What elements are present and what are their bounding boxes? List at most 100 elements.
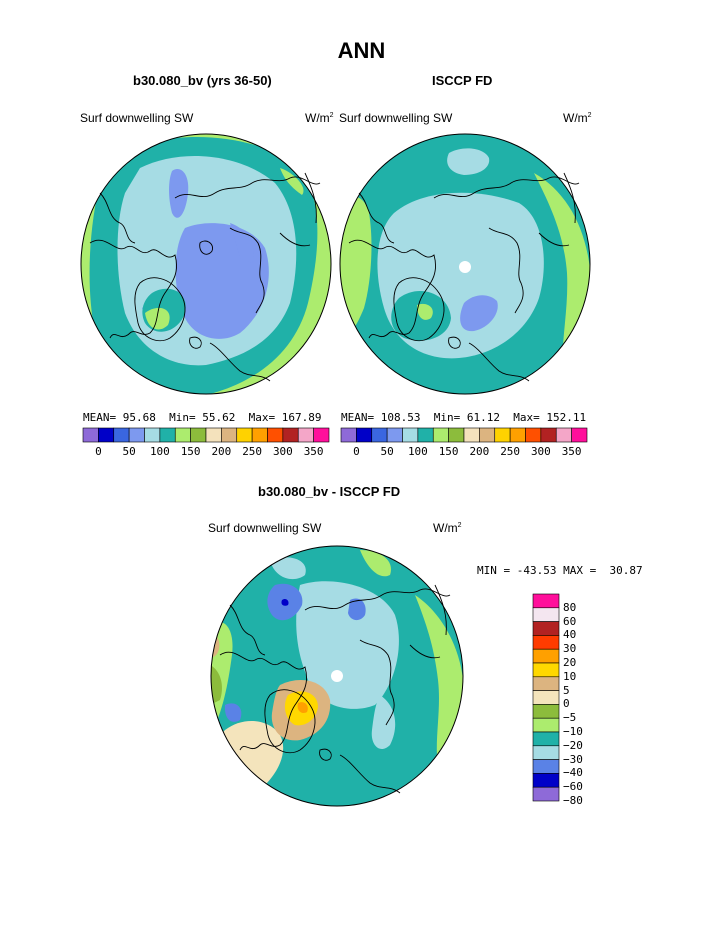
panel1-colorbar	[82, 427, 330, 443]
diff-colorbar-labels: 80 60 40 30 20 10 5 0 −5 −10 −20 −30 −40 −60 −80	[563, 594, 603, 807]
panel1-colorbar-swatch	[82, 427, 99, 443]
diff-colorbar-swatch	[532, 690, 560, 705]
diff-colorbar-label: −40	[563, 766, 583, 780]
panel1-colorbar-tick-label: 0	[95, 445, 102, 458]
diff-colorbar-swatch	[532, 593, 560, 609]
panel2-colorbar-tick-label: 50	[380, 445, 394, 458]
diff-colorbar-swatch	[532, 635, 560, 650]
panel2-colorbar-swatch	[494, 427, 511, 443]
panel2-band-outer-green	[340, 196, 372, 337]
diff-title: b30.080_bv - ISCCP FD	[258, 484, 401, 499]
diff-colorbar-label: 20	[563, 656, 577, 669]
diff-colorbar-swatch	[532, 607, 560, 622]
panel1-case-title: b30.080_bv (yrs 36-50)	[133, 73, 272, 88]
panel2-colorbar-tick-label: 100	[407, 445, 428, 458]
panel2-colorbar-swatch	[479, 427, 496, 443]
diff-no-data-pole	[331, 670, 343, 682]
panel2-units: W/m2	[563, 111, 592, 125]
panel1-colorbar-tick-label: 150	[180, 445, 201, 458]
diff-colorbar-label: 30	[563, 642, 577, 656]
panel1-colorbar-swatch	[190, 427, 207, 443]
panel2-colorbar-tick-label: 150	[438, 445, 459, 458]
panel1-colorbar-ticks: 0 50 100 150 200 250 300 350	[83, 445, 329, 459]
panel2-colorbar-tick-label: 0	[353, 445, 360, 458]
panel2-colorbar	[340, 427, 588, 443]
diff-colorbar-label: −20	[563, 738, 583, 752]
diff-colorbar-swatch	[532, 648, 560, 664]
page-title: ANN	[337, 38, 386, 63]
panel2-colorbar-swatch	[386, 427, 403, 443]
panel1-colorbar-tick-label: 100	[149, 445, 170, 458]
panel1-units: W/m2	[305, 111, 334, 125]
diff-colorbar-label: −30	[563, 752, 583, 766]
diff-colorbar-label: −80	[563, 794, 583, 807]
diff-polar-map	[210, 545, 464, 807]
panel1-colorbar-swatch	[159, 427, 176, 443]
panel1-colorbar-swatch	[267, 427, 284, 443]
diff-colorbar-label: 0	[563, 697, 570, 711]
diff-min-max: MIN = -43.53 MAX = 30.87	[477, 564, 643, 577]
diff-colorbar-swatch	[532, 759, 560, 774]
diff-colorbar-swatch	[532, 786, 560, 802]
diff-colorbar-label: 40	[563, 628, 577, 642]
panel1-colorbar-tick-label: 300	[272, 445, 293, 458]
panel1-colorbar-swatch	[113, 427, 130, 443]
panel2-colorbar-swatch	[432, 427, 449, 443]
panel1-colorbar-swatch	[174, 427, 191, 443]
panel1-variable-label: Surf downwelling SW	[80, 111, 194, 125]
panel2-colorbar-ticks: 0 50 100 150 200 250 300 350	[341, 445, 587, 459]
diff-colorbar	[532, 593, 560, 802]
diff-colorbar-swatch	[532, 704, 560, 719]
panel2-colorbar-swatch	[571, 427, 588, 443]
diff-colorbar-swatch	[532, 745, 560, 760]
panel2-colorbar-tick-label: 200	[469, 445, 490, 458]
panel1-colorbar-tick-label: 50	[122, 445, 136, 458]
panel2-colorbar-swatch	[340, 427, 357, 443]
panel1-colorbar-swatch	[98, 427, 115, 443]
panel2-colorbar-swatch	[402, 427, 419, 443]
panel2-stats: MEAN= 108.53 Min= 61.12 Max= 152.11	[341, 411, 587, 424]
panel2-colorbar-swatch	[540, 427, 557, 443]
panel1-colorbar-tick-label: 250	[242, 445, 263, 458]
panel1-colorbar-swatch	[313, 427, 330, 443]
panel2-colorbar-tick-label: 250	[500, 445, 521, 458]
panel2-colorbar-swatch	[448, 427, 465, 443]
panel1-colorbar-tick-label: 350	[303, 445, 324, 458]
diff-colorbar-swatch	[532, 717, 560, 733]
panel1-colorbar-swatch	[144, 427, 161, 443]
panel1-colorbar-swatch	[282, 427, 299, 443]
panel2-colorbar-tick-label: 300	[530, 445, 551, 458]
diff-colorbar-label: 5	[563, 683, 570, 697]
panel2-colorbar-tick-label: 350	[561, 445, 582, 458]
panel2-colorbar-swatch	[509, 427, 526, 443]
panel2-colorbar-swatch	[525, 427, 542, 443]
panel1-colorbar-swatch	[297, 427, 314, 443]
panel2-case-title: ISCCP FD	[432, 73, 493, 88]
diff-colorbar-label: −10	[563, 725, 583, 738]
diff-units: W/m2	[433, 521, 462, 535]
panel2-colorbar-swatch	[356, 427, 373, 443]
panel2-polar-map	[339, 133, 591, 395]
diff-colorbar-label: 60	[563, 614, 577, 628]
panel1-colorbar-tick-label: 200	[211, 445, 232, 458]
diff-colorbar-label: 10	[563, 669, 577, 683]
diff-colorbar-swatch	[532, 621, 560, 636]
panel2-colorbar-swatch	[417, 427, 434, 443]
diff-variable-label: Surf downwelling SW	[208, 521, 322, 535]
diff-colorbar-label: −60	[563, 780, 583, 794]
panel1-colorbar-swatch	[128, 427, 145, 443]
panel1-colorbar-swatch	[236, 427, 253, 443]
diff-colorbar-swatch	[532, 731, 560, 747]
diff-colorbar-label: 80	[563, 600, 577, 614]
panel1-colorbar-swatch	[205, 427, 222, 443]
panel2-no-data-pole	[459, 261, 471, 273]
panel2-colorbar-swatch	[371, 427, 388, 443]
panel1-colorbar-swatch	[221, 427, 238, 443]
panel1-colorbar-swatch	[251, 427, 268, 443]
diff-colorbar-label: −5	[563, 711, 577, 725]
panel1-stats: MEAN= 95.68 Min= 55.62 Max= 167.89	[83, 411, 322, 424]
panel2-variable-label: Surf downwelling SW	[339, 111, 453, 125]
diff-colorbar-swatch	[532, 676, 560, 691]
panel2-colorbar-swatch	[463, 427, 480, 443]
panel1-polar-map	[80, 133, 332, 395]
